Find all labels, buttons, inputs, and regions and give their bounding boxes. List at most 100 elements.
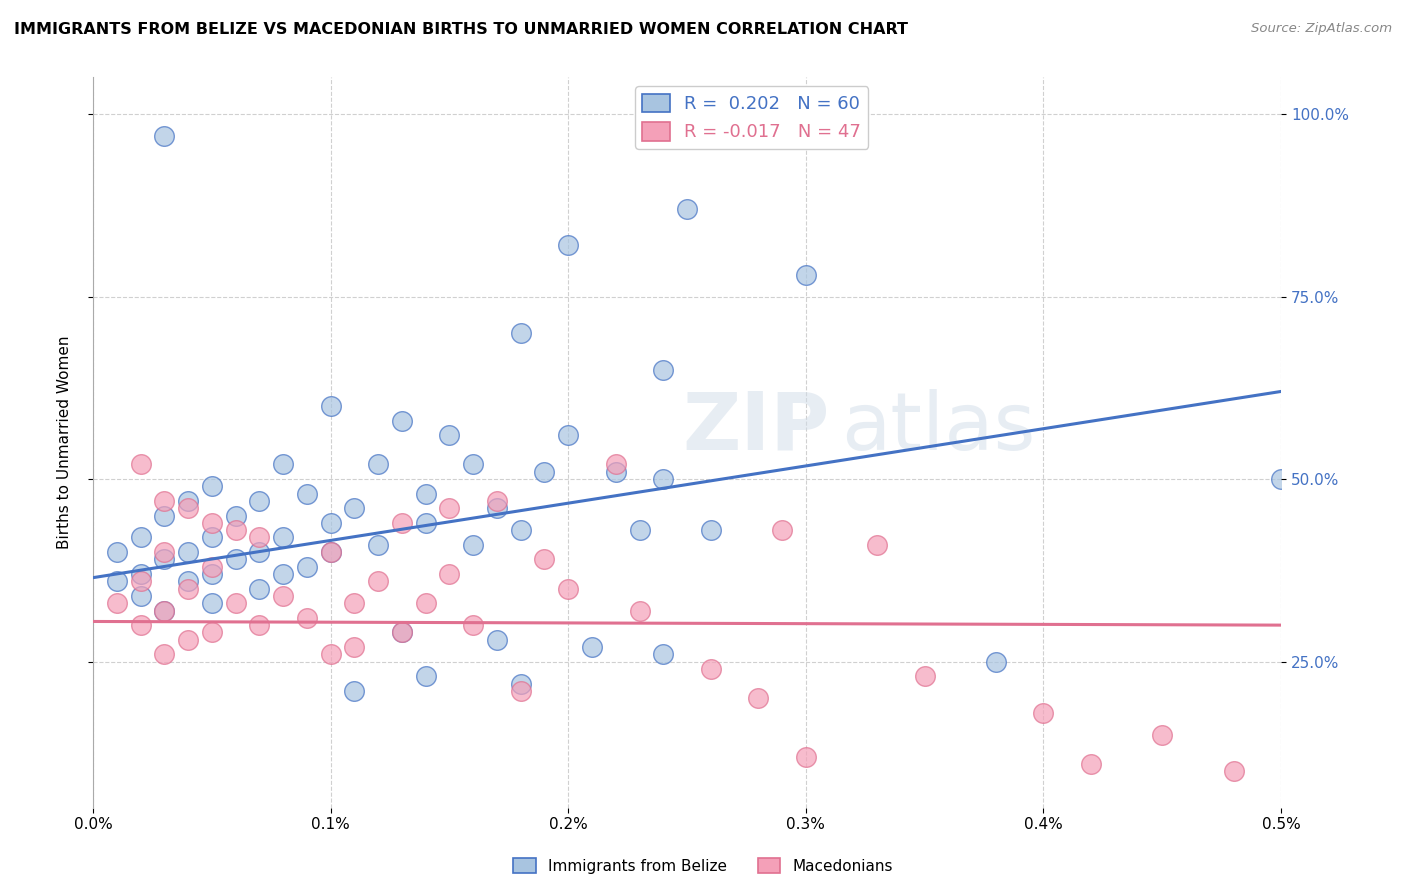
Point <box>105 574 128 589</box>
Point <box>463 458 485 472</box>
Point <box>984 655 1007 669</box>
Point <box>628 603 651 617</box>
Point <box>533 465 555 479</box>
Point <box>343 683 366 698</box>
Point <box>177 582 200 596</box>
Point <box>770 523 793 537</box>
Point <box>153 603 176 617</box>
Point <box>153 494 176 508</box>
Point <box>415 516 437 530</box>
Point <box>439 566 461 581</box>
Point <box>271 566 294 581</box>
Point <box>463 538 485 552</box>
Point <box>247 582 270 596</box>
Point <box>129 566 152 581</box>
Point <box>295 486 318 500</box>
Point <box>295 611 318 625</box>
Point <box>225 523 247 537</box>
Point <box>676 202 699 216</box>
Point <box>700 523 723 537</box>
Point <box>271 589 294 603</box>
Point <box>794 749 817 764</box>
Point <box>914 669 936 683</box>
Point <box>201 479 224 493</box>
Point <box>201 625 224 640</box>
Point <box>509 326 531 340</box>
Point <box>319 545 342 559</box>
Point <box>509 676 531 690</box>
Text: ZIP: ZIP <box>682 389 830 467</box>
Point <box>177 545 200 559</box>
Point <box>129 458 152 472</box>
Point <box>343 640 366 654</box>
Point <box>105 596 128 610</box>
Point <box>271 531 294 545</box>
Point <box>439 501 461 516</box>
Point <box>201 596 224 610</box>
Point <box>225 508 247 523</box>
Point <box>247 531 270 545</box>
Point <box>129 589 152 603</box>
Point <box>747 691 769 706</box>
Point <box>319 516 342 530</box>
Point <box>343 501 366 516</box>
Point <box>866 538 889 552</box>
Point <box>485 632 508 647</box>
Point <box>581 640 603 654</box>
Point <box>1270 472 1292 486</box>
Point <box>557 428 579 442</box>
Point <box>295 559 318 574</box>
Point <box>153 545 176 559</box>
Point <box>533 552 555 566</box>
Point <box>367 458 389 472</box>
Text: atlas: atlas <box>842 389 1036 467</box>
Point <box>463 618 485 632</box>
Point <box>129 618 152 632</box>
Point <box>201 559 224 574</box>
Point <box>319 399 342 413</box>
Point <box>391 625 413 640</box>
Y-axis label: Births to Unmarried Women: Births to Unmarried Women <box>58 335 72 549</box>
Point <box>153 128 176 143</box>
Point <box>415 596 437 610</box>
Point <box>153 508 176 523</box>
Point <box>628 523 651 537</box>
Point <box>485 501 508 516</box>
Point <box>247 494 270 508</box>
Point <box>153 552 176 566</box>
Point <box>225 596 247 610</box>
Point <box>557 238 579 252</box>
Point <box>319 648 342 662</box>
Point <box>415 486 437 500</box>
Point <box>1222 764 1244 779</box>
Text: IMMIGRANTS FROM BELIZE VS MACEDONIAN BIRTHS TO UNMARRIED WOMEN CORRELATION CHART: IMMIGRANTS FROM BELIZE VS MACEDONIAN BIR… <box>14 22 908 37</box>
Point <box>391 414 413 428</box>
Point <box>439 428 461 442</box>
Point <box>177 494 200 508</box>
Legend: Immigrants from Belize, Macedonians: Immigrants from Belize, Macedonians <box>506 852 900 880</box>
Point <box>367 574 389 589</box>
Point <box>1080 756 1102 771</box>
Point <box>557 582 579 596</box>
Point <box>1152 728 1174 742</box>
Point <box>129 531 152 545</box>
Point <box>153 648 176 662</box>
Point <box>1032 706 1054 720</box>
Legend: R =  0.202   N = 60, R = -0.017   N = 47: R = 0.202 N = 60, R = -0.017 N = 47 <box>636 87 868 149</box>
Point <box>343 596 366 610</box>
Point <box>319 545 342 559</box>
Point <box>605 465 627 479</box>
Point <box>105 545 128 559</box>
Point <box>391 625 413 640</box>
Point <box>794 268 817 282</box>
Point <box>153 603 176 617</box>
Point <box>201 531 224 545</box>
Point <box>201 566 224 581</box>
Point <box>652 472 675 486</box>
Point <box>700 662 723 676</box>
Point <box>415 669 437 683</box>
Point <box>271 458 294 472</box>
Point <box>509 683 531 698</box>
Point <box>177 574 200 589</box>
Point <box>605 458 627 472</box>
